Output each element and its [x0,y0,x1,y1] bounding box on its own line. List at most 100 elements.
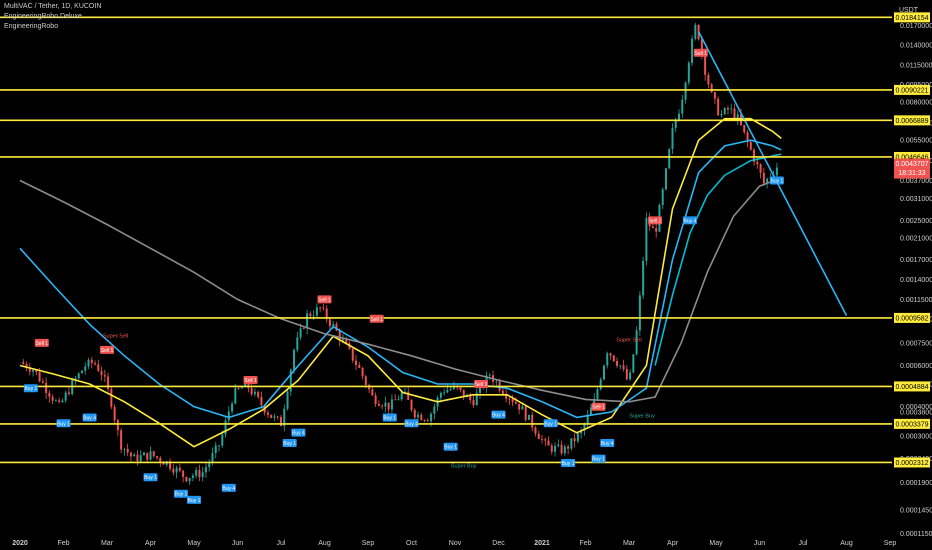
price-tick-13: 0.0017000 [900,257,932,264]
time-axis[interactable]: 2020 Feb Mar Apr May Jun Jul Aug Sep Oct Nov Dec 202… [12,540,896,547]
time-tick-1: 2020 [12,540,28,547]
candle-body [723,108,726,115]
candle-body [462,389,465,398]
candle-body [410,399,413,410]
price-tick-21: 0.0003800 [900,409,932,416]
candle-body [674,120,677,128]
candle-body [599,379,602,390]
time-tick-11: Nov [449,540,462,547]
buy-signal-label-11: Buy 4 [292,431,305,437]
axis-level-tag-6 [894,381,930,392]
time-tick-7: Jul [277,540,286,547]
sell-signal-22 [591,402,606,411]
sell-signal-label-27: Sell 1 [695,51,708,57]
candle-body [325,308,328,320]
candle-body [240,387,243,389]
candle-body [733,108,736,120]
candle-body [195,470,198,476]
candle-body [136,454,139,462]
candle-body [139,455,142,462]
candle-body [332,324,335,326]
candle-body [668,148,671,169]
candle-body [638,295,641,331]
candle-body [394,399,397,401]
buy-signal-label-6: Buy 1 [144,475,157,481]
price-axis[interactable]: USDT0.01700000.01400000.01150000.0095000… [892,0,932,550]
time-tick-17: May [709,540,723,547]
price-tick-12: 0.0021000 [900,236,932,243]
candle-body [175,467,178,473]
time-tick-12: Dec [492,540,505,547]
candle-body [283,408,286,427]
candle-body [142,452,145,456]
indicator-deluxe-label[interactable]: EngineeringRobo Deluxe [4,13,82,20]
candle-body [746,132,749,142]
candle-body [156,456,159,458]
time-tick-9: Sep [362,540,375,547]
candle-body [100,370,103,376]
candle-body [293,349,296,370]
candle-body [87,359,90,367]
axis-level-label-7: 0.0003379 [895,421,928,428]
sell-signal-13 [317,295,332,304]
candle-body [687,62,690,83]
candle-body [730,108,733,110]
candle-body [508,398,511,400]
candle-body [531,414,534,428]
candle-body [443,392,446,394]
candle-body [250,388,253,395]
annotations: Super Sell Super Sell Super Buy Super Buy [103,334,655,470]
candle-body [110,389,113,407]
candle-body [655,228,658,232]
candle-body [629,372,632,380]
buy-signal-label-4: Buy 4 [83,415,96,421]
candle-body [201,472,204,478]
candle-body [312,315,315,317]
annotation-1: Super Sell [103,334,128,340]
symbol-title: MultiVAC / Tether, 1D, KUCOIN [4,3,102,10]
candle-body [420,414,423,421]
indicator-label[interactable]: EngineeringRobo [4,23,59,30]
buy-signal-label-8: Buy 1 [188,498,201,504]
candle-body [707,74,710,85]
candle-body [527,414,530,420]
candle-body [306,313,309,329]
candle-body [280,417,282,427]
candle-body [237,388,240,389]
moving-average-line-2 [19,139,782,419]
buy-signal-label-17: Buy 1 [444,445,457,451]
candle-body [218,445,221,447]
candle-body [345,339,348,344]
candle-body [191,475,194,478]
price-tick-25: 0.0001450 [900,507,932,514]
candle-body [80,370,83,374]
candle-body [296,337,299,350]
candle-body [299,328,302,338]
candle-body [178,467,181,471]
candle-body [48,392,51,397]
candle-body [77,373,80,379]
countdown-label: 18:31:33 [898,170,925,177]
buy-signal-label-9: Buy 4 [222,486,235,492]
buy-signal-7 [173,489,188,498]
buy-signal-2 [23,384,38,393]
axis-level-label-1: 0.0184154 [895,15,928,22]
candle-body [25,363,28,369]
candle-body [126,448,129,453]
candle-body [397,399,400,401]
candle-body [625,369,628,380]
buy-signal-label-3: Buy 1 [57,421,70,427]
candle-body [289,369,292,392]
candle-body [550,445,553,452]
time-tick-4: Apr [145,540,157,547]
candle-body [198,470,201,478]
buy-signal-label-19: Buy 4 [492,413,505,419]
buy-signal-6 [143,473,158,482]
time-tick-5: May [187,540,201,547]
candle-body [270,414,273,418]
time-tick-10: Oct [406,540,417,547]
annotation-3: Super Buy [629,413,655,419]
candle-body [247,380,250,389]
price-tick-5: 0.0080000 [900,100,932,107]
